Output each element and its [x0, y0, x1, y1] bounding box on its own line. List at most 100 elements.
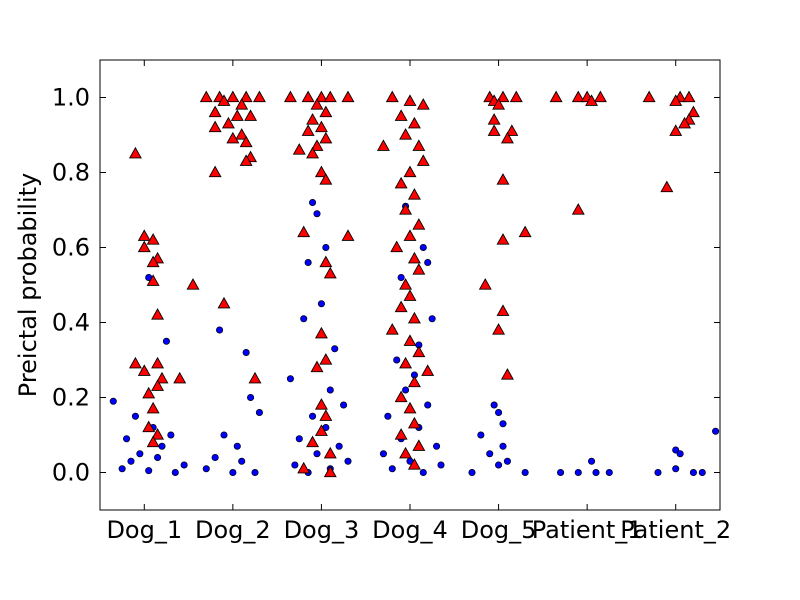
data-point-triangle: [239, 90, 253, 103]
data-point-triangle: [678, 116, 692, 129]
data-point-triangle: [235, 98, 249, 110]
data-point-triangle: [323, 446, 337, 459]
data-point-circle: [676, 450, 684, 458]
y-tick-label: 1.0: [52, 84, 90, 112]
data-point-triangle: [301, 90, 315, 103]
data-point-triangle: [314, 398, 328, 410]
data-point-triangle: [403, 334, 417, 346]
data-point-triangle: [403, 94, 417, 106]
x-tick-label: Dog_5: [461, 516, 537, 544]
data-point-triangle: [226, 131, 240, 144]
data-point-triangle: [297, 461, 311, 474]
data-point-circle: [486, 450, 494, 458]
data-point-circle: [167, 431, 175, 439]
x-tick-label: Patient_2: [620, 516, 731, 544]
data-point-triangle: [151, 379, 165, 391]
data-point-triangle: [137, 240, 151, 253]
data-point-triangle: [496, 173, 510, 185]
data-point-circle: [698, 468, 706, 477]
data-point-triangle: [403, 229, 417, 241]
data-point-triangle: [292, 143, 306, 155]
data-point-circle: [109, 397, 117, 405]
data-point-circle: [238, 457, 246, 465]
data-point-circle: [309, 198, 317, 207]
x-axis: Dog_1 Dog_2 Dog_3 Dog_4 Dog_5Patient_1Patien…: [106, 60, 731, 544]
data-point-triangle: [323, 465, 337, 478]
data-point-triangle: [142, 420, 156, 433]
data-point-triangle: [399, 128, 413, 140]
data-point-triangle: [518, 225, 532, 238]
data-point-circle: [495, 461, 503, 469]
data-point-triangle: [416, 98, 430, 110]
data-point-circle: [557, 468, 565, 477]
data-point-triangle: [146, 401, 160, 414]
data-point-triangle: [146, 233, 160, 245]
data-point-circle: [495, 408, 503, 417]
data-point-triangle: [341, 90, 355, 103]
data-point-circle: [127, 457, 135, 465]
data-point-triangle: [385, 323, 399, 335]
data-point-circle: [477, 431, 485, 439]
y-tick-label: 0.4: [52, 309, 90, 337]
data-point-triangle: [412, 263, 426, 275]
data-point-triangle: [390, 240, 404, 253]
data-point-triangle: [310, 360, 324, 373]
data-point-triangle: [314, 165, 328, 178]
data-point-circle: [384, 412, 392, 420]
x-tick-label: Dog_3: [284, 516, 360, 544]
data-point-triangle: [314, 90, 328, 103]
data-point-circle: [654, 468, 662, 477]
data-point-triangle: [341, 229, 355, 241]
data-point-circle: [499, 420, 507, 428]
data-point-triangle: [394, 300, 408, 313]
data-point-triangle: [319, 173, 333, 185]
data-point-triangle: [403, 165, 417, 178]
y-axis-label: Preictal probability: [14, 173, 42, 397]
data-point-circle: [672, 446, 680, 454]
x-tick-label: Dog_2: [195, 516, 271, 544]
data-point-triangle: [399, 203, 413, 215]
data-point-triangle: [248, 371, 262, 384]
data-point-circle: [136, 450, 144, 458]
data-point-triangle: [323, 266, 337, 279]
data-point-circle: [588, 457, 596, 465]
data-point-circle: [521, 468, 529, 477]
data-point-circle: [712, 427, 720, 435]
data-point-triangle: [151, 428, 165, 440]
data-point-triangle: [310, 139, 324, 151]
data-point-circle: [216, 326, 224, 334]
data-point-circle: [247, 393, 255, 402]
data-point-circle: [592, 468, 600, 477]
data-point-triangle: [669, 94, 683, 106]
data-point-circle: [433, 442, 441, 450]
data-point-triangle: [128, 356, 142, 369]
data-point-triangle: [208, 165, 222, 178]
data-point-circle: [340, 401, 348, 409]
y-tick-label: 0.2: [52, 384, 90, 412]
data-point-triangle: [319, 353, 333, 365]
data-point-triangle: [593, 90, 607, 103]
data-point-triangle: [399, 356, 413, 369]
data-point-circle: [233, 442, 241, 450]
data-point-circle: [123, 435, 131, 443]
data-point-triangle: [385, 90, 399, 103]
data-point-triangle: [412, 139, 426, 151]
data-point-triangle: [252, 90, 266, 103]
data-point-circle: [344, 457, 352, 465]
data-point-triangle: [412, 345, 426, 358]
data-point-circle: [309, 412, 317, 420]
data-point-triangle: [151, 356, 165, 369]
data-point-circle: [402, 386, 410, 394]
y-axis: 0.0 0.2 0.4 0.6 0.8 1.0: [52, 84, 720, 487]
data-point-triangle: [421, 364, 435, 376]
data-point-circle: [605, 468, 613, 477]
data-point-triangle: [496, 90, 510, 103]
data-point-triangle: [407, 251, 421, 264]
y-tick-label: 0.8: [52, 159, 90, 187]
x-tick-label: Patient_1: [532, 516, 643, 544]
data-point-triangle: [487, 113, 501, 125]
data-point-triangle: [686, 105, 700, 118]
data-point-triangle: [208, 120, 222, 133]
x-tick-label: Dog_4: [372, 516, 448, 544]
data-point-triangle: [407, 416, 421, 429]
